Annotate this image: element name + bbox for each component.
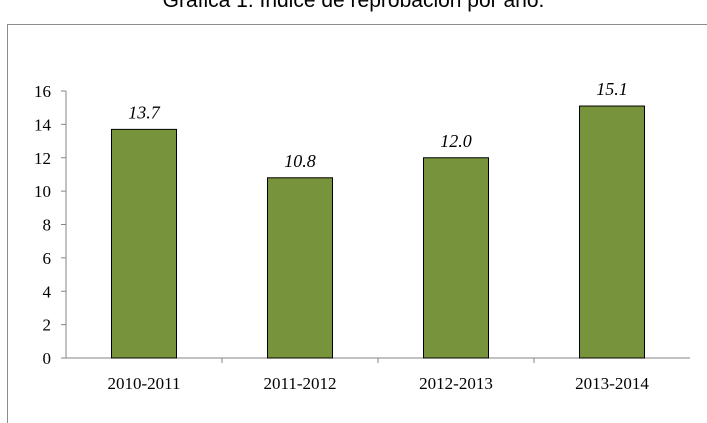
bar (111, 128, 177, 359)
y-tick-label: 6 (43, 249, 52, 268)
chart-frame (7, 24, 707, 423)
x-tick-label: 2012-2013 (419, 374, 493, 393)
y-tick-label: 12 (34, 149, 51, 168)
data-label: 12.0 (440, 131, 472, 151)
x-tick-label: 2011-2012 (263, 374, 336, 393)
y-tick-label: 14 (34, 115, 52, 134)
y-tick-label: 0 (43, 349, 52, 368)
bar (423, 157, 489, 359)
bar (579, 105, 645, 359)
data-label: 15.1 (596, 79, 628, 99)
x-tick-label: 2010-2011 (107, 374, 180, 393)
bar (267, 177, 333, 359)
x-tick-label: 2013-2014 (575, 374, 649, 393)
data-label: 13.7 (128, 102, 161, 122)
y-tick-label: 8 (43, 216, 52, 235)
y-tick-label: 2 (43, 316, 52, 335)
y-tick-label: 10 (34, 182, 51, 201)
chart-title: Gráfica 1. Índice de reprobación por año… (162, 0, 545, 12)
y-tick-label: 16 (34, 82, 51, 101)
data-label: 10.8 (284, 151, 316, 171)
y-tick-label: 4 (43, 282, 52, 301)
